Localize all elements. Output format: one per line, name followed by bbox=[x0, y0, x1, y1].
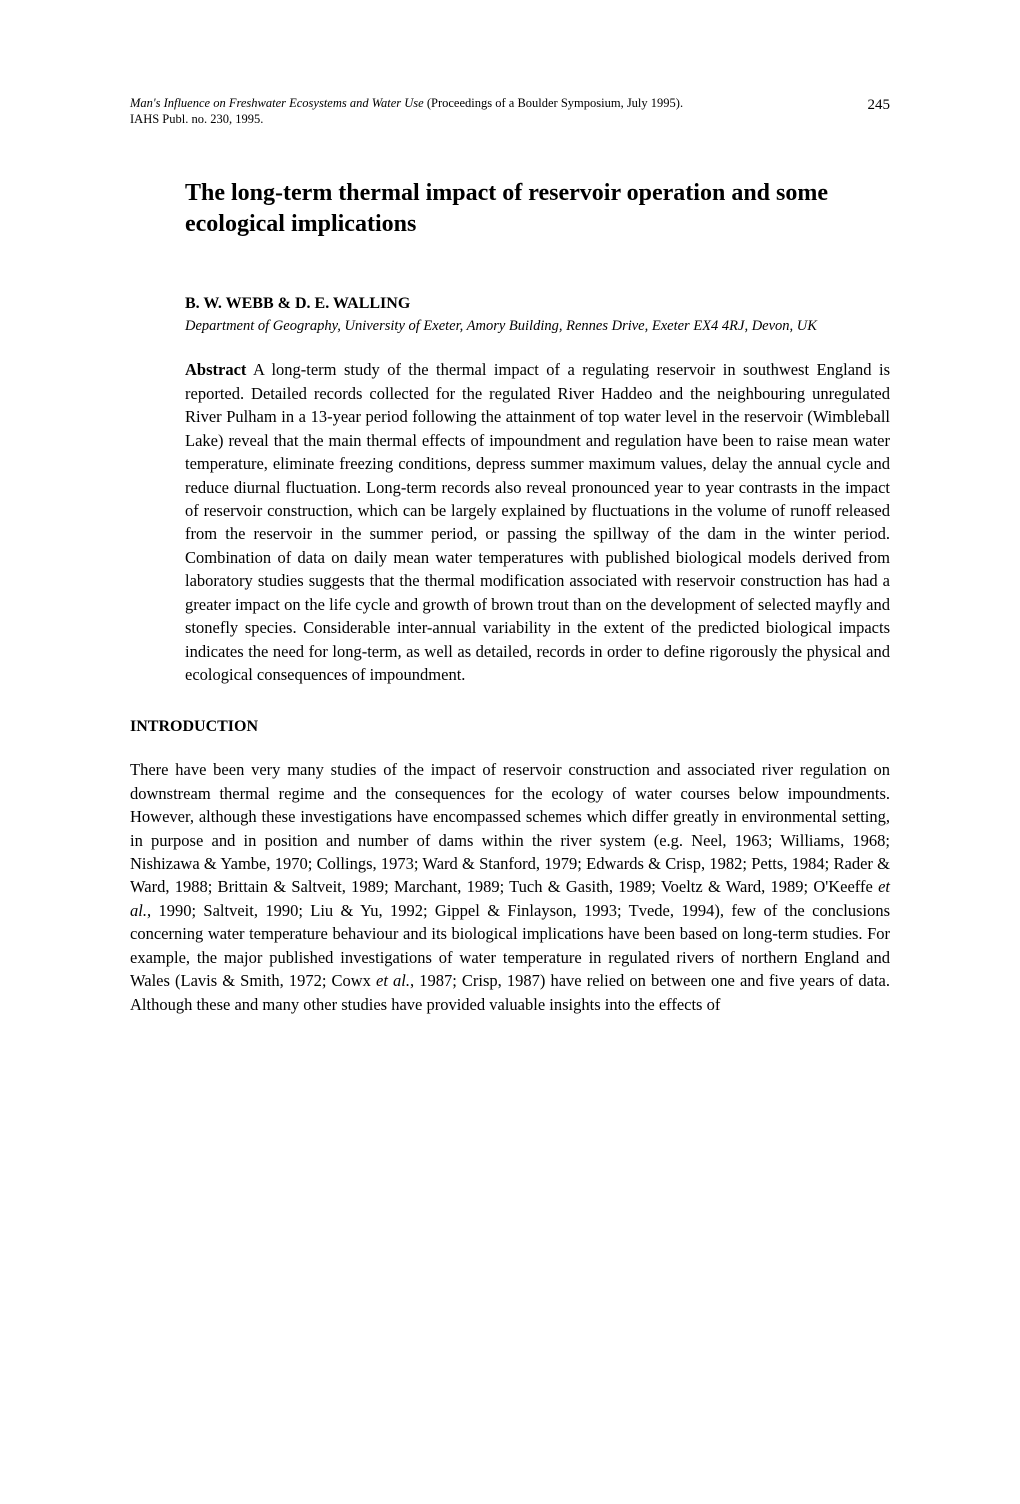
introduction-paragraph: There have been very many studies of the… bbox=[130, 758, 890, 1016]
body-part-1: There have been very many studies of the… bbox=[130, 760, 890, 896]
page-number: 245 bbox=[868, 95, 891, 114]
affiliation: Department of Geography, University of E… bbox=[185, 317, 890, 337]
paper-title: The long-term thermal impact of reservoi… bbox=[185, 178, 890, 240]
abstract: Abstract A long-term study of the therma… bbox=[185, 358, 890, 686]
proceedings-title: Man's Influence on Freshwater Ecosystems… bbox=[130, 96, 424, 110]
authors: B. W. WEBB & D. E. WALLING bbox=[185, 295, 890, 313]
abstract-label: Abstract bbox=[185, 360, 246, 379]
abstract-text: A long-term study of the thermal impact … bbox=[185, 360, 890, 683]
section-heading-introduction: INTRODUCTION bbox=[130, 718, 890, 736]
etal-2: et al. bbox=[376, 971, 410, 990]
header-line: Man's Influence on Freshwater Ecosystems… bbox=[130, 95, 890, 128]
proceedings-info: Man's Influence on Freshwater Ecosystems… bbox=[130, 95, 690, 128]
